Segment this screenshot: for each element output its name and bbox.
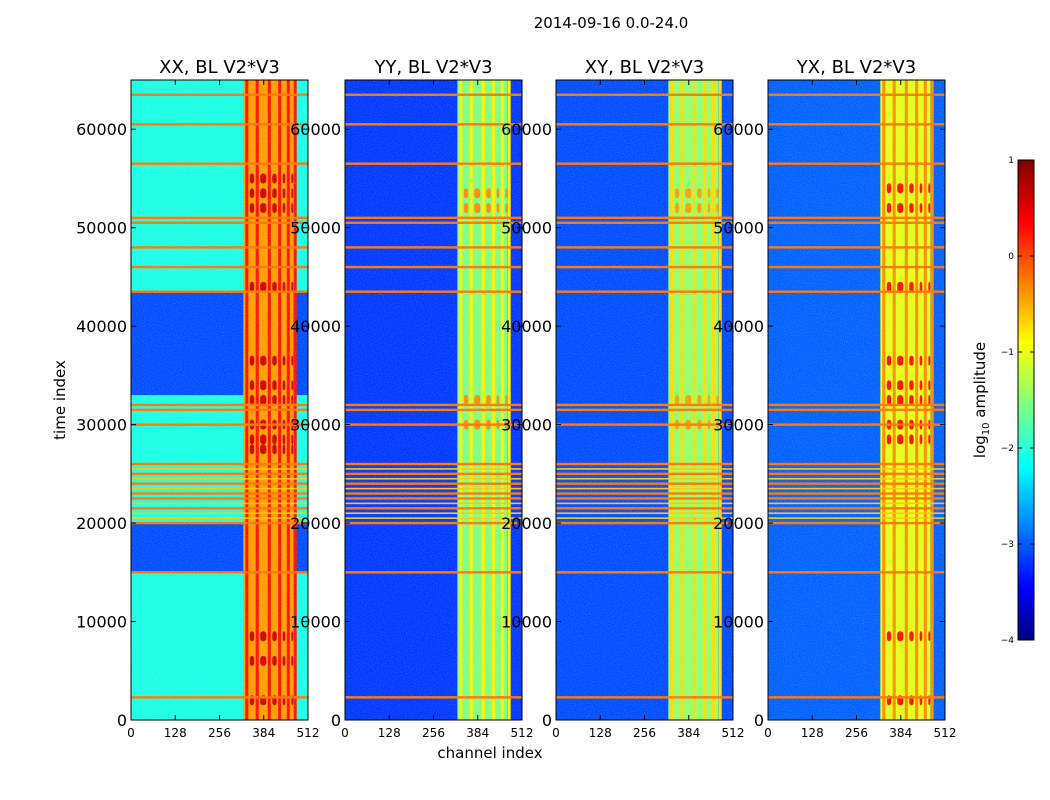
heatmap-panel: XX, BL V2*V3 0 128 256 384 512 0 10000 20000 3000… <box>76 57 319 740</box>
colorbar-tick-label: −1 <box>1001 348 1014 358</box>
y-tick-label: 0 <box>117 711 127 730</box>
y-tick-label: 0 <box>754 711 764 730</box>
y-tick-label: 10000 <box>713 613 764 632</box>
y-tick-label: 50000 <box>713 219 764 238</box>
heatmap-panel: YY, BL V2*V3 0 128 256 384 512 0 10000 20000 3000… <box>290 57 533 740</box>
colorbar-tick-label: 0 <box>1008 252 1014 262</box>
y-tick-label: 30000 <box>501 416 552 435</box>
x-tick-label: 384 <box>677 726 700 740</box>
x-tick-label: 512 <box>511 726 534 740</box>
y-tick-label: 20000 <box>713 514 764 533</box>
colorbar-tick-label: −2 <box>1001 444 1014 454</box>
x-tick-label: 512 <box>934 726 957 740</box>
colorbar-label: log10 amplitude <box>971 342 992 458</box>
x-tick-label: 128 <box>378 726 401 740</box>
y-tick-label: 40000 <box>501 317 552 336</box>
colorbar-tick-label: −4 <box>1001 636 1015 646</box>
noise-texture <box>768 80 945 720</box>
colorbar-label-sub: 10 <box>981 422 992 435</box>
y-tick-label: 10000 <box>76 613 127 632</box>
noise-texture <box>345 80 522 720</box>
y-tick-label: 30000 <box>76 416 127 435</box>
y-tick-label: 60000 <box>290 120 341 139</box>
x-tick-label: 512 <box>722 726 745 740</box>
x-tick-label: 512 <box>297 726 320 740</box>
noise-texture <box>131 80 308 720</box>
y-tick-label: 0 <box>542 711 552 730</box>
y-tick-label: 60000 <box>76 120 127 139</box>
y-tick-label: 60000 <box>501 120 552 139</box>
colorbar-ticks: −4 −3 −2 −1 0 1 <box>1001 156 1034 646</box>
heatmap-panels: XX, BL V2*V3 0 128 256 384 512 0 10000 20000 3000… <box>76 57 956 740</box>
heatmap-panel: YX, BL V2*V3 0 128 256 384 512 0 10000 20000 3000… <box>713 57 956 740</box>
y-tick-label: 40000 <box>290 317 341 336</box>
figure-title: 2014-09-16 0.0-24.0 <box>534 14 689 32</box>
x-tick-label: 384 <box>466 726 489 740</box>
noise-texture <box>556 80 733 720</box>
x-tick-label: 0 <box>764 726 772 740</box>
x-tick-label: 0 <box>341 726 349 740</box>
y-tick-label: 50000 <box>501 219 552 238</box>
x-tick-label: 128 <box>801 726 824 740</box>
y-tick-label: 30000 <box>713 416 764 435</box>
x-tick-label: 384 <box>252 726 275 740</box>
y-tick-label: 20000 <box>76 514 127 533</box>
y-tick-label: 20000 <box>290 514 341 533</box>
x-tick-label: 128 <box>589 726 612 740</box>
y-tick-label: 50000 <box>76 219 127 238</box>
y-tick-label: 10000 <box>501 613 552 632</box>
x-tick-label: 0 <box>552 726 560 740</box>
panel-title: YY, BL V2*V3 <box>373 57 492 78</box>
x-tick-label: 0 <box>127 726 135 740</box>
y-tick-label: 30000 <box>290 416 341 435</box>
y-tick-label: 40000 <box>713 317 764 336</box>
colorbar-label-suffix: amplitude <box>971 342 989 423</box>
y-axis-label: time index <box>51 360 69 440</box>
panel-title: YX, BL V2*V3 <box>796 57 916 78</box>
colorbar-gradient <box>1017 159 1035 641</box>
colorbar-label-prefix: log <box>971 435 989 458</box>
x-tick-label: 256 <box>422 726 445 740</box>
y-tick-label: 20000 <box>501 514 552 533</box>
x-tick-label: 128 <box>164 726 187 740</box>
y-tick-label: 10000 <box>290 613 341 632</box>
y-tick-label: 40000 <box>76 317 127 336</box>
colorbar: −4 −3 −2 −1 0 1 log10 amplitude <box>971 156 1035 646</box>
x-axis-label: channel index <box>437 744 542 762</box>
panel-title: XX, BL V2*V3 <box>159 57 280 78</box>
y-tick-label: 50000 <box>290 219 341 238</box>
x-tick-label: 256 <box>208 726 231 740</box>
panel-title: XY, BL V2*V3 <box>585 57 704 78</box>
x-tick-label: 256 <box>845 726 868 740</box>
y-tick-label: 60000 <box>713 120 764 139</box>
x-tick-label: 384 <box>889 726 912 740</box>
x-tick-label: 256 <box>633 726 656 740</box>
colorbar-tick-label: 1 <box>1008 156 1014 166</box>
y-tick-label: 0 <box>331 711 341 730</box>
colorbar-tick-label: −3 <box>1001 540 1014 550</box>
heatmap-panel: XY, BL V2*V3 0 128 256 384 512 0 10000 20000 3000… <box>501 57 744 740</box>
